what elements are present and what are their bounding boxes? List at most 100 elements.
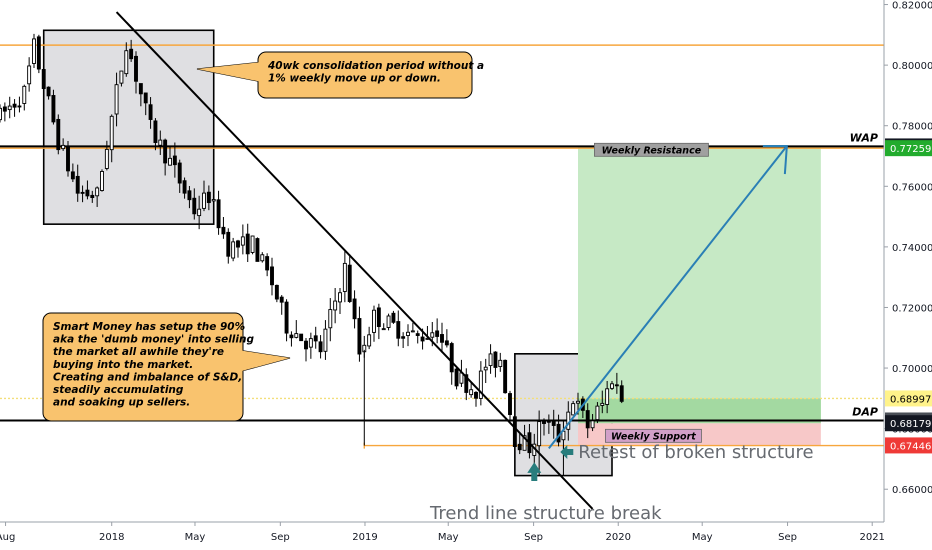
price-badge-bg [885,437,932,454]
candle-body [236,240,240,248]
candle-body [206,191,211,204]
candle [313,326,318,349]
zones-layer [42,29,613,477]
candle [294,320,299,339]
candle-body [600,402,605,406]
time-tick-label: Sep [271,532,290,543]
candle-body [294,333,299,338]
candle [61,138,66,151]
price-tick-label: 0.66000 [892,485,932,496]
retest-label: Retest of broken structure [578,442,813,463]
candle [610,380,614,390]
candle [406,324,410,347]
candle [236,239,240,258]
candle-body [537,421,542,447]
candle-body [517,443,522,451]
candle-body [124,50,129,75]
candle [517,433,522,455]
candle [148,97,153,129]
candle [153,118,158,151]
candle [512,416,517,458]
candle-body [449,343,454,373]
candle [206,185,211,211]
weekly-resistance-tag: Weekly Resistance [594,142,709,157]
candle [488,344,493,374]
candle [187,186,192,209]
candle-body [17,105,22,108]
candle-body [61,144,66,150]
candle-body [313,335,318,342]
candle-body [85,189,90,197]
candle [338,288,342,314]
weekly-support-tag: Weekly Support [605,428,702,443]
candle-body [610,383,614,389]
time-tick-label: 2018 [99,532,124,543]
candle-body [372,309,376,333]
consolidation-callout-line: 40wk consolidation period without a [267,60,484,72]
candle [304,337,308,362]
candle-body [430,332,435,338]
candle-body [323,328,328,352]
candle [158,130,163,155]
candle-body [114,84,119,115]
candle [279,295,284,315]
break-arrow-icon [527,462,542,482]
candle-body [129,48,134,60]
candle-body [440,334,444,343]
candle-body [522,435,527,451]
candle-body [299,333,304,342]
price-badge-text: 0.77259 [890,144,931,155]
candle [7,96,12,119]
consolidation-callout-pointer-fill [197,62,262,82]
candle-body [46,86,51,97]
candle-body [546,420,551,423]
candle-body [231,241,236,259]
weekly-resistance-tag-box [594,142,709,157]
candle [318,335,323,359]
time-tick-label: May [185,532,206,543]
price-tick-label: 0.76000 [892,182,932,193]
candle [376,303,381,340]
candle [435,318,440,344]
time-tick-label: Sep [778,532,797,543]
time-tick-label: Aug [0,532,15,543]
candle-body [226,231,231,257]
candle-body [143,92,148,104]
time-tick-label: May [692,532,713,543]
candle-body [177,162,182,184]
candle [231,237,236,262]
price-tick-label: 0.78000 [892,122,932,133]
candle [474,391,478,407]
candle-body [406,331,410,336]
candle [357,306,362,362]
candle-body [7,105,12,111]
candle-body [109,115,114,151]
candle-body [138,83,143,95]
candle [255,237,260,262]
smart-money-callout: Smart Money has setup the 90%aka the 'du… [42,312,291,422]
smart-money-callout-line: buying into the market. [53,359,193,371]
candle-body [357,318,362,355]
smart-money-callout-line: Smart Money has setup the 90% [53,321,245,333]
candle [0,104,2,123]
candle [444,329,449,348]
candle-body [250,235,255,253]
candle-body [474,391,478,399]
candle [590,414,595,432]
candle [483,358,488,384]
profit-zone [578,146,821,424]
price-badge: 0.68179 [885,415,932,432]
candle [211,192,216,204]
candle-body [2,106,7,112]
candle-body [134,55,138,82]
smart-money-callout-line: aka the 'dumb money' into selling [53,334,254,346]
candle-body [153,120,158,143]
candle-body [415,333,420,336]
candle-body [260,254,265,262]
price-badge-bg [885,140,932,157]
candle-body [158,139,163,146]
price-tick-label: 0.70000 [892,364,932,375]
candle [328,298,333,342]
